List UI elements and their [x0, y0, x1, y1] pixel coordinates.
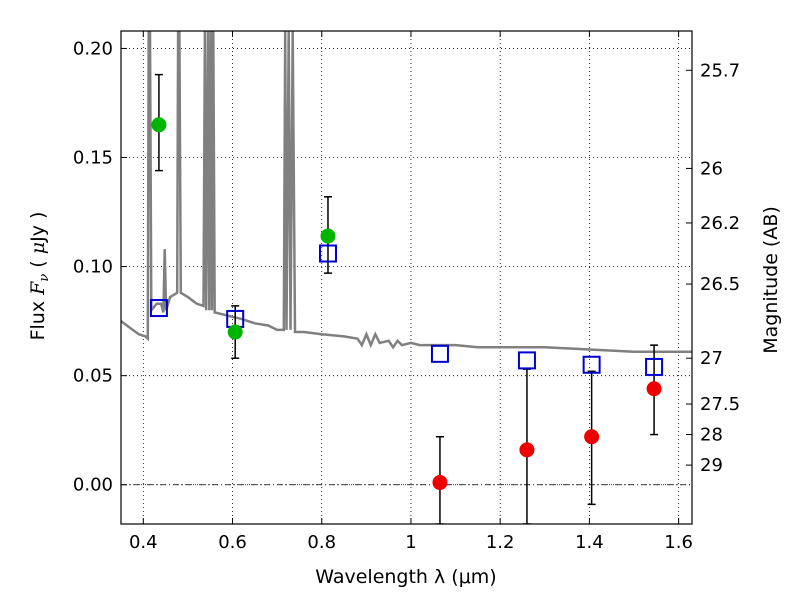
detection-point: [227, 324, 243, 340]
y-axis-title-mu: μ: [27, 242, 49, 254]
x-tick-label: 1: [405, 532, 416, 553]
x-tick-label: 1.2: [486, 532, 515, 553]
right-tick-label: 29: [700, 455, 723, 476]
x-axis-title: Wavelength λ (μm): [315, 566, 496, 588]
nondetection-point: [646, 381, 662, 397]
y-axis-title-paren: (: [27, 254, 49, 274]
detection-point: [151, 117, 167, 133]
x-tick-label: 0.6: [218, 532, 247, 553]
model-flux-square: [582, 355, 601, 374]
y-tick-label: 0.05: [73, 366, 113, 387]
model-flux-square: [318, 244, 337, 263]
x-tick-label: 1.6: [664, 532, 693, 553]
right-tick-label: 27.5: [700, 394, 740, 415]
y-axis-title-unit: Jy ): [27, 212, 49, 243]
detection-point: [320, 228, 336, 244]
x-tick-label: 0.4: [129, 532, 158, 553]
right-tick-label: 26.5: [700, 274, 740, 295]
plot-area: [121, 31, 692, 524]
y-tick-label: 0.00: [73, 475, 113, 496]
right-tick-label: 26.2: [700, 213, 740, 234]
model-flux-square: [430, 344, 449, 363]
right-axis-title: Magnitude (AB): [760, 206, 782, 354]
model-flux-square: [149, 299, 168, 318]
y-tick-label: 0.10: [73, 257, 113, 278]
y-tick-label: 0.15: [73, 148, 113, 169]
y-axis-title-text: Flux: [27, 295, 49, 341]
right-tick-label: 25.7: [700, 60, 740, 81]
right-tick-label: 28: [700, 425, 723, 446]
x-tick-label: 0.8: [307, 532, 336, 553]
y-tick-label: 0.20: [73, 38, 113, 59]
y-axis-title-subscript: ν: [37, 274, 52, 282]
model-flux-square: [517, 351, 536, 370]
model-flux-square: [645, 357, 664, 376]
right-tick-label: 27: [700, 348, 723, 369]
plot-frame: [120, 30, 693, 525]
nondetection-point: [432, 475, 448, 491]
nondetection-point: [584, 429, 600, 445]
sed-template-line: [121, 31, 692, 353]
y-axis-title-symbol: F: [27, 281, 49, 296]
right-tick-label: 26: [700, 158, 723, 179]
nondetection-point: [519, 442, 535, 458]
axes: 0.4 0.6 0.8 1 1.2 1.4 1.6 0.00 0.05 0.10 0.15 0.20 2…: [73, 30, 740, 553]
y-axis-title: Flux Fν ( μJy ): [27, 212, 52, 341]
x-tick-label: 1.4: [575, 532, 604, 553]
